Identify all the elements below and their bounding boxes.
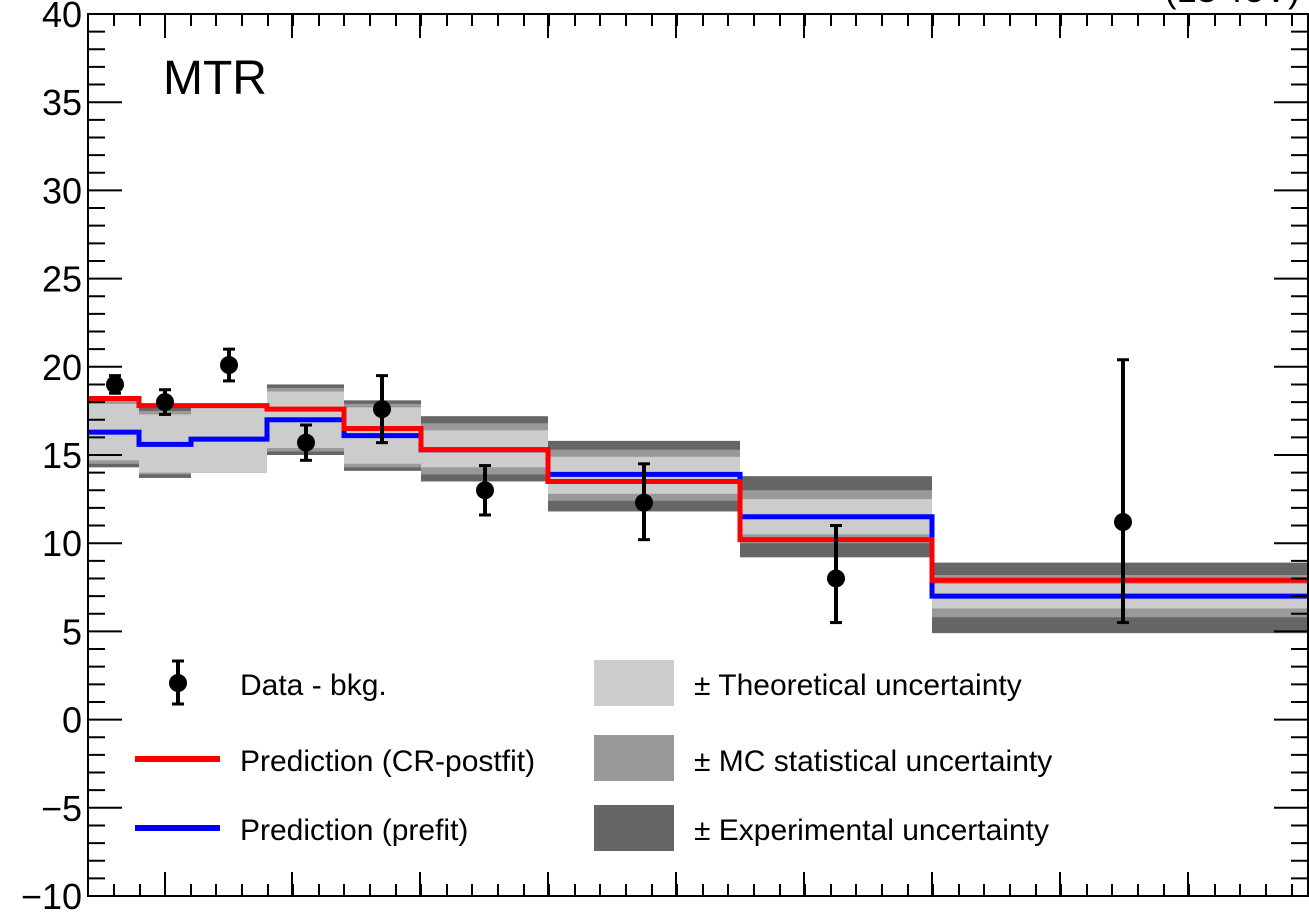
y-tick-label: −10	[21, 876, 82, 912]
region-label: MTR	[163, 52, 267, 105]
y-tick-label: 20	[42, 347, 82, 388]
y-tick-label: 25	[42, 259, 82, 300]
legend-data-label: Data - bkg.	[240, 669, 387, 702]
data-point-7	[635, 493, 653, 512]
legend-postfit-label: Prediction (CR-postfit)	[240, 745, 535, 778]
corner-text: (13 TeV)	[1165, 0, 1300, 10]
data-point-3	[220, 356, 238, 375]
legend-data-marker	[169, 674, 187, 692]
data-point-5	[373, 400, 391, 419]
data-point-9	[1114, 513, 1132, 532]
y-tick-label: 15	[42, 435, 82, 476]
y-tick-label: 10	[42, 523, 82, 564]
legend-exp-label: ± Experimental uncertainty	[694, 814, 1049, 847]
postfit-line	[88, 396, 1309, 583]
y-tick-label: 0	[62, 700, 82, 741]
data-point-2	[156, 393, 174, 412]
y-tick-label: 5	[62, 611, 82, 652]
data-points	[106, 347, 1132, 625]
data-point-8	[827, 569, 845, 588]
data-point-4	[297, 433, 315, 452]
legend-mc-label: ± MC statistical uncertainty	[694, 745, 1052, 778]
y-tick-label: 40	[42, 0, 82, 35]
data-point-1	[106, 375, 124, 394]
legend-theo-swatch	[594, 660, 674, 706]
y-tick-label: 35	[42, 82, 82, 123]
legend-mc-swatch	[594, 735, 674, 781]
axes: 40 35 30 25 20 15 10 5 0 −5 −10	[21, 0, 1309, 912]
legend-exp-swatch	[594, 805, 674, 851]
data-point-6	[476, 481, 494, 500]
y-tick-label: −5	[41, 788, 82, 829]
y-tick-label: 30	[42, 170, 82, 211]
legend-prefit-label: Prediction (prefit)	[240, 814, 468, 847]
legend-theo-label: ± Theoretical uncertainty	[694, 669, 1022, 702]
legend: Data - bkg. Prediction (CR-postfit) Pred…	[135, 659, 1052, 851]
